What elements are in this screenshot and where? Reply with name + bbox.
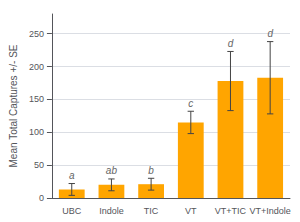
svg-text:TIC: TIC: [144, 206, 159, 216]
svg-text:UBC: UBC: [62, 206, 82, 216]
svg-text:VT: VT: [185, 206, 197, 216]
svg-text:d: d: [228, 38, 234, 49]
svg-text:100: 100: [29, 127, 44, 137]
svg-text:0: 0: [39, 193, 44, 203]
svg-text:c: c: [188, 98, 193, 109]
svg-text:50: 50: [34, 160, 44, 170]
svg-text:150: 150: [29, 94, 44, 104]
svg-text:VT+TIC: VT+TIC: [215, 206, 247, 216]
svg-text:200: 200: [29, 62, 44, 72]
svg-text:b: b: [148, 165, 154, 176]
svg-text:d: d: [267, 28, 273, 39]
svg-text:VT+Indole: VT+Indole: [250, 206, 291, 216]
svg-text:Mean Total Captures +/- SE: Mean Total Captures +/- SE: [8, 44, 19, 167]
svg-text:a: a: [69, 170, 75, 181]
svg-text:250: 250: [29, 29, 44, 39]
svg-text:Indole: Indole: [99, 206, 124, 216]
svg-text:ab: ab: [106, 165, 118, 176]
